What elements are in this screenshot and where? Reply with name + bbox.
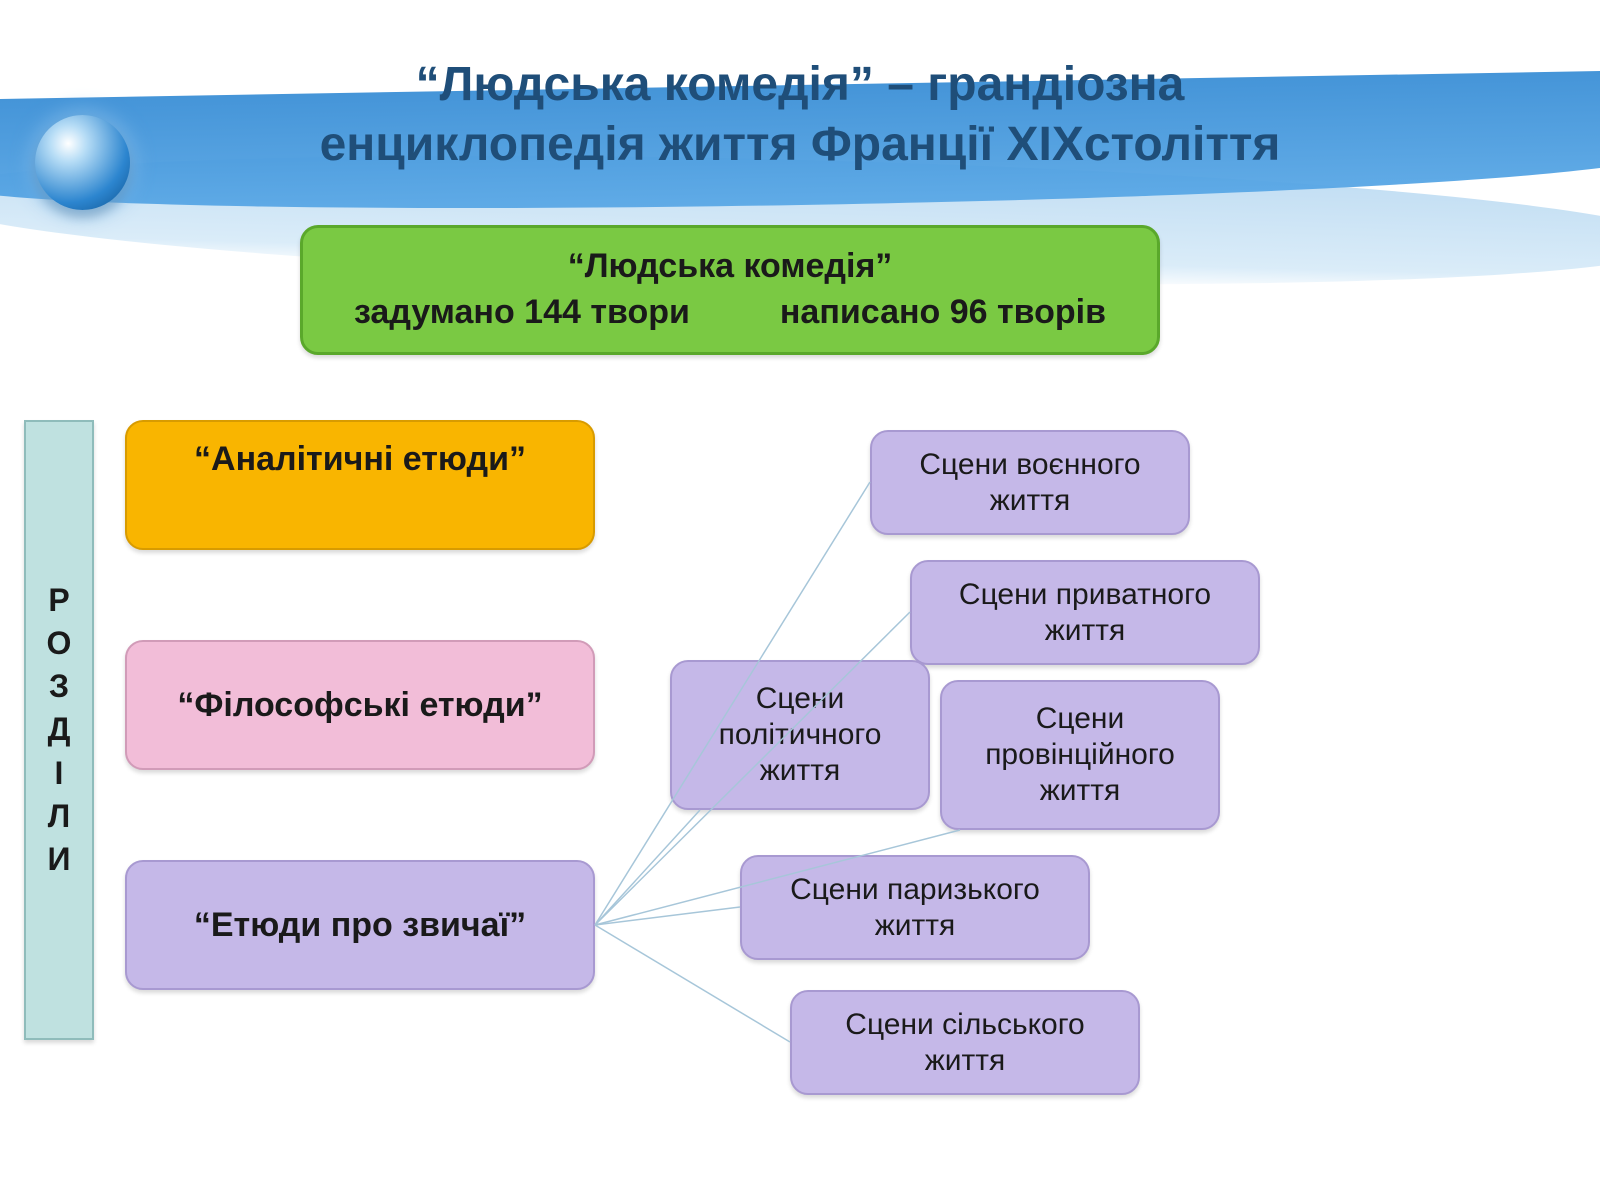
title-line-1: “Людська комедія” – грандіозна — [416, 58, 1185, 111]
side-label-letter: О — [47, 622, 72, 665]
side-label-letter: И — [48, 838, 71, 881]
section-label: “Аналітичні етюди” — [194, 440, 526, 479]
title-line-2: енциклопедія життя Франції ХІХстоліття — [320, 118, 1281, 171]
diagram-stage: “Людська комедія” задумано 144 твори нап… — [0, 0, 1600, 1200]
side-label-letter: Д — [48, 708, 71, 751]
scene-box-rural: Сцени сільського життя — [790, 990, 1140, 1095]
section-label: “Філософські етюди” — [177, 686, 542, 725]
slide-title: “Людська комедія” – грандіозна енциклопе… — [0, 55, 1600, 175]
section-label: “Етюди про звичаї” — [194, 906, 526, 945]
scene-label: Сцени воєнного життя — [890, 447, 1170, 519]
side-label-letter: Л — [48, 795, 70, 838]
summary-heading: “Людська комедія” — [568, 244, 893, 290]
scene-label: Сцени політичного життя — [690, 681, 910, 789]
section-box-analytic: “Аналітичні етюди” — [125, 420, 595, 550]
scene-label: Сцени сільського життя — [810, 1007, 1120, 1079]
scene-label: Сцени паризького життя — [760, 872, 1070, 944]
section-box-philosoph: “Філософські етюди” — [125, 640, 595, 770]
scene-box-provinc: Сцени провінційного життя — [940, 680, 1220, 830]
side-label-letter: І — [55, 752, 64, 795]
scene-label: Сцени приватного життя — [930, 577, 1240, 649]
scene-label: Сцени провінційного життя — [960, 701, 1200, 809]
summary-left: задумано 144 твори — [354, 290, 690, 336]
section-box-customs: “Етюди про звичаї” — [125, 860, 595, 990]
scene-box-paris: Сцени паризького життя — [740, 855, 1090, 960]
summary-box: “Людська комедія” задумано 144 твори нап… — [300, 225, 1160, 355]
scene-box-politic: Сцени політичного життя — [670, 660, 930, 810]
side-label-letter: З — [49, 665, 69, 708]
scene-box-war: Сцени воєнного життя — [870, 430, 1190, 535]
scene-box-private: Сцени приватного життя — [910, 560, 1260, 665]
side-label-letter: Р — [48, 579, 69, 622]
sections-side-label: РОЗДІЛИ — [24, 420, 94, 1040]
summary-right: написано 96 творів — [780, 290, 1106, 336]
